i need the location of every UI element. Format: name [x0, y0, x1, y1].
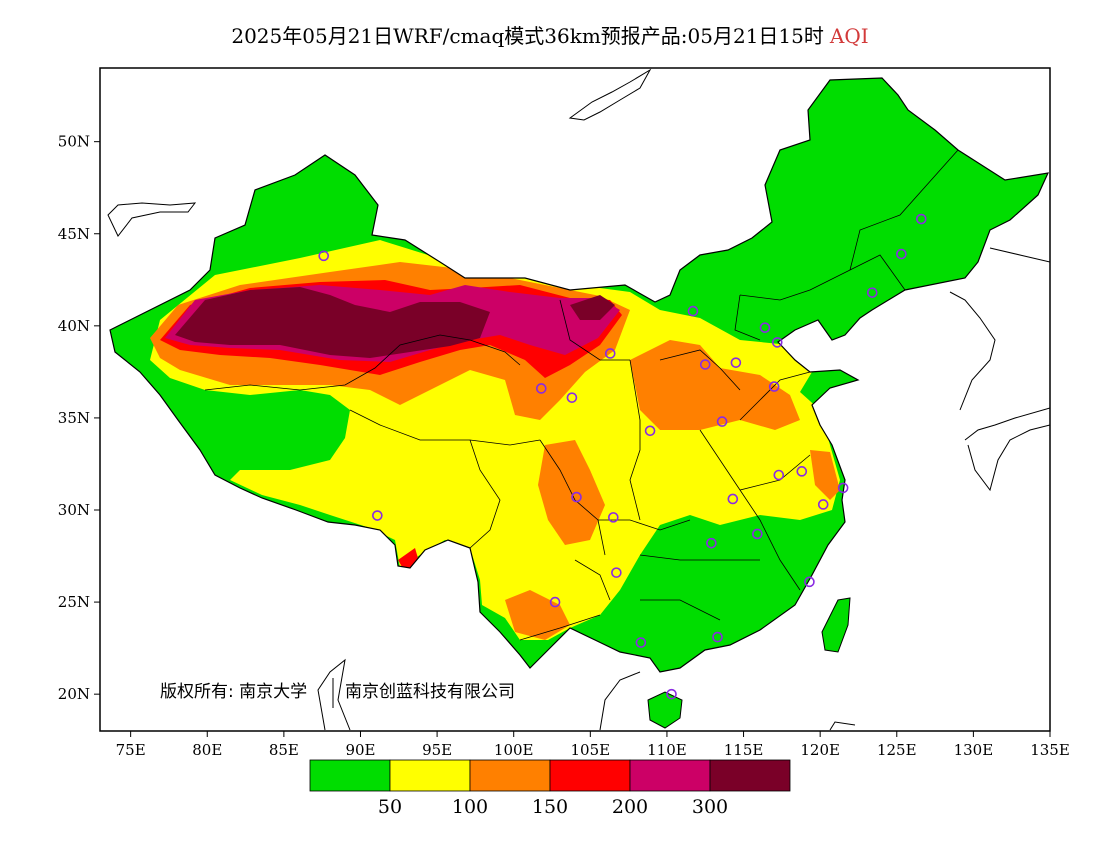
station-marker: [604, 348, 616, 359]
taiwan: [821, 597, 851, 653]
lon-axis: 75E 80E 85E 90E 95E 100E 105E 110E 115E 120E 125E 1…: [116, 731, 1070, 759]
lon-tick-label: 100E: [494, 741, 534, 759]
lat-tick-label: 45N: [58, 225, 90, 243]
china-boundaries: [109, 77, 1050, 729]
hainan: [647, 691, 683, 729]
station-marker: [837, 482, 849, 494]
lon-tick-label: 110E: [647, 741, 687, 759]
lat-tick-label: 30N: [58, 501, 90, 519]
province-lines: [204, 149, 959, 641]
station-marker: [804, 576, 815, 588]
colorbar-swatch: [549, 759, 631, 792]
lat-tick-label: 40N: [58, 317, 90, 335]
station-marker: [611, 567, 622, 578]
station-marker: [771, 337, 783, 348]
station-marker: [866, 287, 878, 298]
lon-tick-label: 85E: [269, 741, 299, 759]
lon-tick-label: 105E: [571, 741, 611, 759]
station-marker: [535, 383, 547, 394]
colorbar: 50 100 150 200 300: [309, 759, 791, 818]
lon-tick-label: 80E: [192, 741, 222, 759]
station-marker: [699, 359, 711, 370]
station-marker: [372, 510, 383, 521]
station-marker: [768, 381, 780, 392]
colorbar-label: 300: [692, 796, 728, 818]
lon-tick-label: 125E: [877, 741, 917, 759]
china-outline: [109, 77, 1050, 673]
lake-baikal: [568, 68, 652, 121]
lat-axis: 20N 25N 30N 35N 40N 45N 50N: [58, 133, 100, 703]
station-marker: [666, 688, 677, 700]
station-marker: [635, 637, 647, 648]
station-marker: [318, 250, 330, 262]
station-markers: [318, 213, 927, 700]
copyright-company: 南京创蓝科技有限公司: [345, 682, 515, 702]
aqi-field: [110, 78, 1048, 672]
map-title: 2025年05月21日WRF/cmaq模式36km预报产品:05月21日15时 A…: [0, 20, 1100, 49]
colorbar-swatch: [629, 759, 711, 792]
station-marker: [571, 491, 582, 503]
neighbor-coastlines: [107, 68, 1050, 731]
station-marker: [796, 466, 808, 477]
lon-tick-label: 120E: [800, 741, 840, 759]
lat-tick-label: 25N: [58, 593, 90, 611]
lake-balkhash: [107, 202, 197, 237]
lon-tick-label: 75E: [116, 741, 146, 759]
station-marker: [896, 248, 907, 260]
colorbar-label: 50: [378, 796, 402, 818]
station-marker: [727, 493, 739, 505]
station-marker: [730, 357, 742, 368]
southern-coast: [317, 658, 856, 731]
lon-tick-label: 130E: [954, 741, 994, 759]
station-marker: [915, 213, 927, 225]
station-marker: [716, 416, 728, 427]
station-marker: [549, 596, 561, 608]
colorbar-swatch: [469, 759, 551, 792]
colorbar-label: 200: [612, 796, 648, 818]
lat-tick-label: 20N: [58, 685, 90, 703]
lat-tick-label: 35N: [58, 409, 90, 427]
station-marker: [566, 392, 578, 403]
station-marker: [608, 512, 619, 523]
lon-tick-label: 135E: [1030, 741, 1070, 759]
copyright-text: 版权所有: 南京大学: [160, 682, 307, 702]
colorbar-label: 150: [532, 796, 568, 818]
station-marker: [759, 322, 771, 333]
colorbar-swatch: [709, 759, 791, 792]
korea-japan-coast: [949, 247, 1050, 492]
lon-tick-label: 90E: [345, 741, 375, 759]
colorbar-swatch: [389, 759, 471, 792]
station-marker: [773, 469, 785, 481]
lon-tick-label: 95E: [422, 741, 452, 759]
colorbar-label: 100: [452, 796, 488, 818]
station-marker: [817, 499, 829, 510]
colorbar-swatch: [309, 759, 391, 792]
variable-label: AQI: [829, 24, 869, 48]
station-marker: [712, 631, 723, 643]
station-marker: [687, 305, 699, 317]
title-text: 2025年05月21日WRF/cmaq模式36km预报产品:05月21日15时: [231, 24, 824, 48]
lat-tick-label: 50N: [58, 133, 90, 151]
station-marker: [706, 537, 717, 549]
station-marker: [752, 528, 763, 540]
lon-tick-label: 115E: [724, 741, 764, 759]
plot-frame: [99, 67, 1051, 732]
station-marker: [644, 425, 656, 437]
